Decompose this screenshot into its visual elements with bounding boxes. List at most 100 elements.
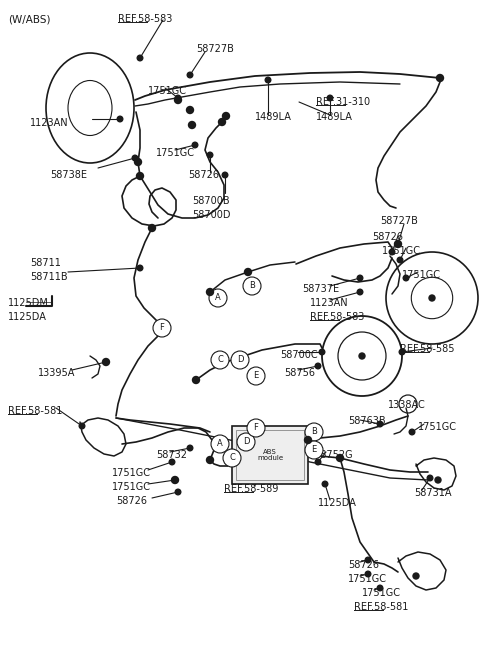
Circle shape (192, 142, 198, 148)
Text: REF.58-585: REF.58-585 (400, 344, 455, 354)
Circle shape (305, 423, 323, 441)
Circle shape (403, 276, 409, 281)
Text: 1751GC: 1751GC (418, 422, 457, 432)
Text: 1751GC: 1751GC (382, 246, 421, 256)
Circle shape (427, 475, 433, 481)
Circle shape (365, 571, 371, 577)
Text: 1125DM: 1125DM (8, 298, 49, 308)
Circle shape (175, 95, 181, 101)
Text: 58726: 58726 (372, 232, 403, 242)
Text: REF.58-583: REF.58-583 (118, 14, 172, 24)
Circle shape (132, 155, 138, 161)
Text: A: A (217, 440, 223, 449)
Circle shape (436, 75, 444, 81)
Text: 58700B: 58700B (192, 196, 229, 206)
Text: 58737E: 58737E (302, 284, 339, 294)
Circle shape (206, 289, 214, 295)
Circle shape (211, 435, 229, 453)
Circle shape (377, 421, 383, 427)
Circle shape (413, 573, 419, 579)
Circle shape (244, 268, 252, 276)
Text: F: F (253, 424, 258, 432)
Text: 58732: 58732 (156, 450, 187, 460)
Circle shape (336, 455, 344, 462)
Text: B: B (249, 281, 255, 291)
Circle shape (399, 349, 405, 355)
Text: 1338AC: 1338AC (388, 400, 426, 410)
Circle shape (192, 377, 200, 384)
Text: 1123AN: 1123AN (310, 298, 348, 308)
Text: 13395A: 13395A (38, 368, 75, 378)
Circle shape (134, 159, 142, 165)
Text: 58756: 58756 (284, 368, 315, 378)
Circle shape (395, 241, 401, 247)
Text: 1751GC: 1751GC (112, 482, 151, 492)
Text: A: A (215, 293, 221, 302)
Text: (W/ABS): (W/ABS) (8, 14, 50, 24)
Text: 58700C: 58700C (280, 350, 318, 360)
Circle shape (189, 121, 195, 129)
Circle shape (206, 457, 214, 464)
Text: 58731A: 58731A (414, 488, 452, 498)
Circle shape (175, 489, 181, 495)
Text: 58711B: 58711B (30, 272, 68, 282)
Text: E: E (312, 445, 317, 455)
Circle shape (79, 423, 85, 429)
Circle shape (359, 353, 365, 359)
Text: 58726: 58726 (116, 496, 147, 506)
Circle shape (315, 459, 321, 465)
Text: 1125DA: 1125DA (318, 498, 357, 508)
Circle shape (395, 241, 401, 247)
Text: REF.58-589: REF.58-589 (224, 484, 278, 494)
Circle shape (175, 96, 181, 104)
Circle shape (365, 557, 371, 563)
Circle shape (435, 477, 441, 483)
Text: 58727B: 58727B (380, 216, 418, 226)
Circle shape (357, 276, 363, 281)
Text: 58711: 58711 (30, 258, 61, 268)
Text: 1125DA: 1125DA (8, 312, 47, 322)
Circle shape (137, 55, 143, 61)
Circle shape (218, 119, 226, 125)
Circle shape (231, 351, 249, 369)
Text: 1489LA: 1489LA (316, 112, 353, 122)
Circle shape (223, 449, 241, 467)
Text: 58700D: 58700D (192, 210, 230, 220)
Text: 58738E: 58738E (50, 170, 87, 180)
Text: 1489LA: 1489LA (255, 112, 292, 122)
Circle shape (247, 419, 265, 437)
Circle shape (377, 585, 383, 591)
Text: 1751GC: 1751GC (402, 270, 441, 280)
Text: 1751GC: 1751GC (348, 574, 387, 584)
Circle shape (327, 95, 333, 101)
Text: REF.58-583: REF.58-583 (310, 312, 364, 322)
Circle shape (357, 289, 363, 295)
Text: F: F (159, 323, 165, 333)
Circle shape (187, 106, 193, 113)
Circle shape (172, 477, 178, 483)
Circle shape (148, 224, 156, 232)
Circle shape (247, 367, 265, 385)
Circle shape (429, 295, 435, 301)
FancyBboxPatch shape (232, 426, 308, 484)
Text: ABS
module: ABS module (257, 449, 283, 462)
Circle shape (209, 289, 227, 307)
Circle shape (171, 476, 179, 483)
Circle shape (117, 116, 123, 122)
Circle shape (137, 265, 143, 271)
Circle shape (243, 277, 261, 295)
Text: 58752G: 58752G (314, 450, 353, 460)
Circle shape (237, 433, 255, 451)
Circle shape (223, 112, 229, 119)
Circle shape (187, 445, 193, 451)
Text: 1751GC: 1751GC (362, 588, 401, 598)
Text: 58726: 58726 (348, 560, 379, 570)
Circle shape (103, 358, 109, 365)
Text: D: D (237, 356, 243, 365)
Text: 1123AN: 1123AN (30, 118, 69, 128)
Text: 58727B: 58727B (196, 44, 234, 54)
Circle shape (211, 351, 229, 369)
Circle shape (187, 72, 193, 78)
Text: 1751GC: 1751GC (112, 468, 151, 478)
Circle shape (136, 173, 144, 180)
